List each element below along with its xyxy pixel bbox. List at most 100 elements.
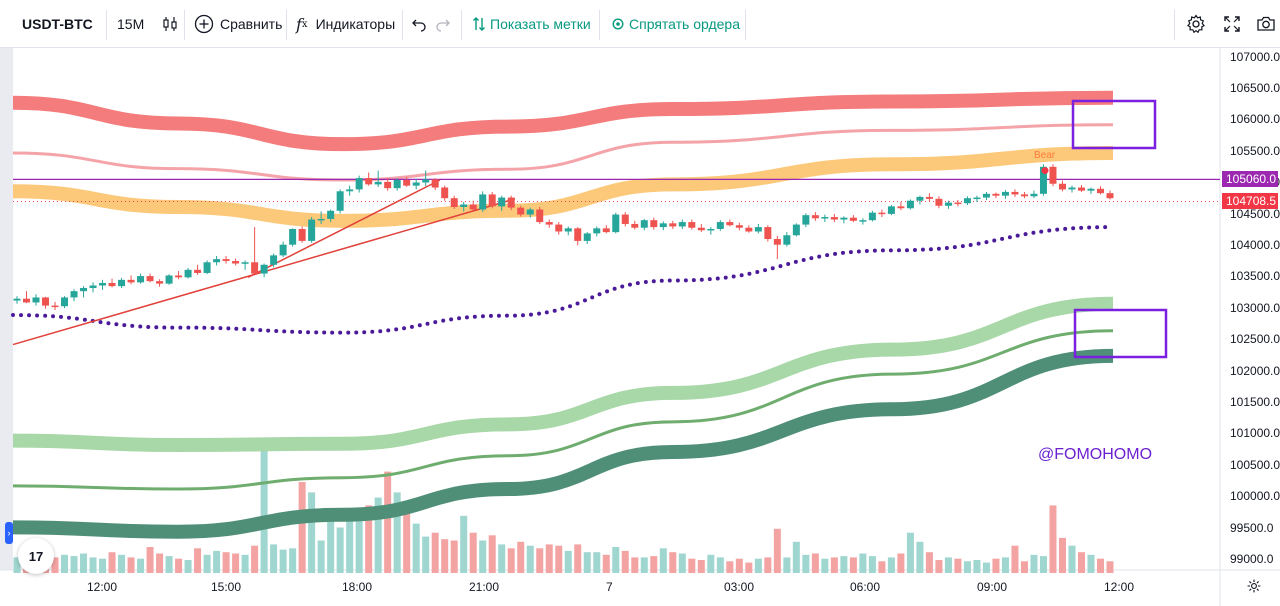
volume-bar: [194, 548, 202, 573]
time-tick-label: 09:00: [977, 580, 1008, 594]
axis-settings-button[interactable]: [1246, 578, 1262, 599]
volume-bar: [678, 553, 686, 573]
volume-bar: [507, 548, 515, 573]
candle-body: [897, 206, 905, 209]
volume-bar: [365, 505, 373, 573]
candle-body: [925, 196, 933, 199]
watermark-text: @FOMOHOMO: [1038, 446, 1153, 463]
candle-body: [1020, 194, 1028, 197]
volume-bar: [659, 548, 667, 573]
settings-button[interactable]: [1186, 0, 1206, 48]
candle-body: [308, 219, 316, 241]
candle-body: [108, 282, 116, 287]
volume-bar: [336, 527, 344, 573]
time-tick-label: 18:00: [342, 580, 373, 594]
volume-bar: [308, 492, 316, 573]
candle-body: [175, 275, 183, 278]
candle-body: [203, 262, 211, 273]
bear-signal-label: Bear: [1034, 150, 1056, 161]
interval-button[interactable]: 15M: [117, 0, 144, 48]
candle-body: [298, 228, 306, 241]
price-tick-label: 101000.0: [1230, 426, 1280, 441]
candle-body: [374, 181, 382, 185]
volume-bar: [1058, 537, 1066, 573]
expand-panel-handle[interactable]: ›: [5, 522, 13, 544]
tradingview-logo[interactable]: 17: [18, 538, 54, 574]
volume-bar: [1049, 505, 1057, 573]
candle-body: [498, 197, 506, 207]
volume-bar: [887, 557, 895, 573]
volume-bar: [1096, 558, 1104, 573]
volume-bar: [355, 514, 363, 573]
volume-bar: [716, 557, 724, 573]
candle-body: [23, 298, 31, 303]
candle-body: [735, 225, 743, 228]
volume-bar: [621, 550, 629, 573]
redo-button[interactable]: [434, 0, 452, 48]
candle-body: [241, 262, 249, 264]
divider: [286, 10, 287, 40]
candle-body: [716, 222, 724, 229]
candle-body: [222, 259, 230, 262]
volume-bar: [745, 562, 753, 573]
volume-bar: [583, 552, 591, 573]
candle-body: [450, 198, 458, 207]
candle-body: [270, 255, 278, 265]
volume-bar: [374, 497, 382, 573]
volume-bar: [669, 552, 677, 573]
candle-body: [384, 181, 392, 189]
gear-icon: [1246, 579, 1262, 598]
volume-bar: [1030, 554, 1038, 573]
candle-body: [289, 228, 297, 245]
symbol-button[interactable]: USDT-BTC: [22, 0, 93, 48]
chart-type-button[interactable]: [161, 0, 179, 48]
candle-body: [1058, 183, 1066, 190]
hide-orders-button[interactable]: Спрятать ордера: [612, 0, 740, 48]
volume-bar: [783, 557, 791, 573]
volume-bar: [574, 544, 582, 573]
candle-body: [944, 202, 952, 206]
fullscreen-button[interactable]: [1222, 0, 1242, 48]
volume-bar: [973, 560, 981, 573]
candle-body: [393, 179, 401, 189]
volume-bar: [707, 554, 715, 573]
volume-bar: [298, 482, 306, 573]
candle-body: [13, 298, 21, 301]
compare-button[interactable]: Сравнить: [194, 0, 282, 48]
moving-average-band: [12, 90, 1114, 152]
candle-body: [621, 214, 629, 224]
price-tick-label: 102500.0: [1230, 332, 1280, 347]
volume-bar: [203, 554, 211, 573]
volume-bar: [327, 508, 335, 573]
candle-body: [327, 210, 335, 219]
volume-bar: [764, 557, 772, 573]
volume-bar: [431, 532, 439, 573]
candle-body: [992, 193, 1000, 196]
candle-body: [118, 279, 126, 287]
candle-body: [830, 217, 838, 220]
show-marks-button[interactable]: Показать метки: [472, 0, 591, 48]
candle-body: [1049, 166, 1057, 184]
candle-body: [545, 222, 553, 225]
symbol-label: USDT-BTC: [22, 16, 93, 32]
highlight-box: [1071, 99, 1157, 150]
volume-bar: [963, 561, 971, 573]
price-tick-label: 104500.0: [1230, 206, 1280, 221]
interval-label: 15M: [117, 16, 145, 32]
candle-body: [916, 196, 924, 201]
screenshot-button[interactable]: [1256, 0, 1276, 48]
chart-canvas[interactable]: [0, 48, 1280, 606]
plus-circle-icon: [194, 14, 214, 34]
volume-bar: [897, 553, 905, 573]
undo-button[interactable]: [410, 0, 428, 48]
moving-average-band: [12, 145, 1114, 228]
candle-body: [697, 227, 705, 231]
volume-bar: [89, 557, 97, 573]
divider: [402, 10, 403, 40]
price-tick-label: 100500.0: [1230, 457, 1280, 472]
candle-body: [260, 264, 268, 274]
price-tick-label: 99500.0: [1230, 520, 1274, 535]
candle-body: [1001, 191, 1009, 196]
